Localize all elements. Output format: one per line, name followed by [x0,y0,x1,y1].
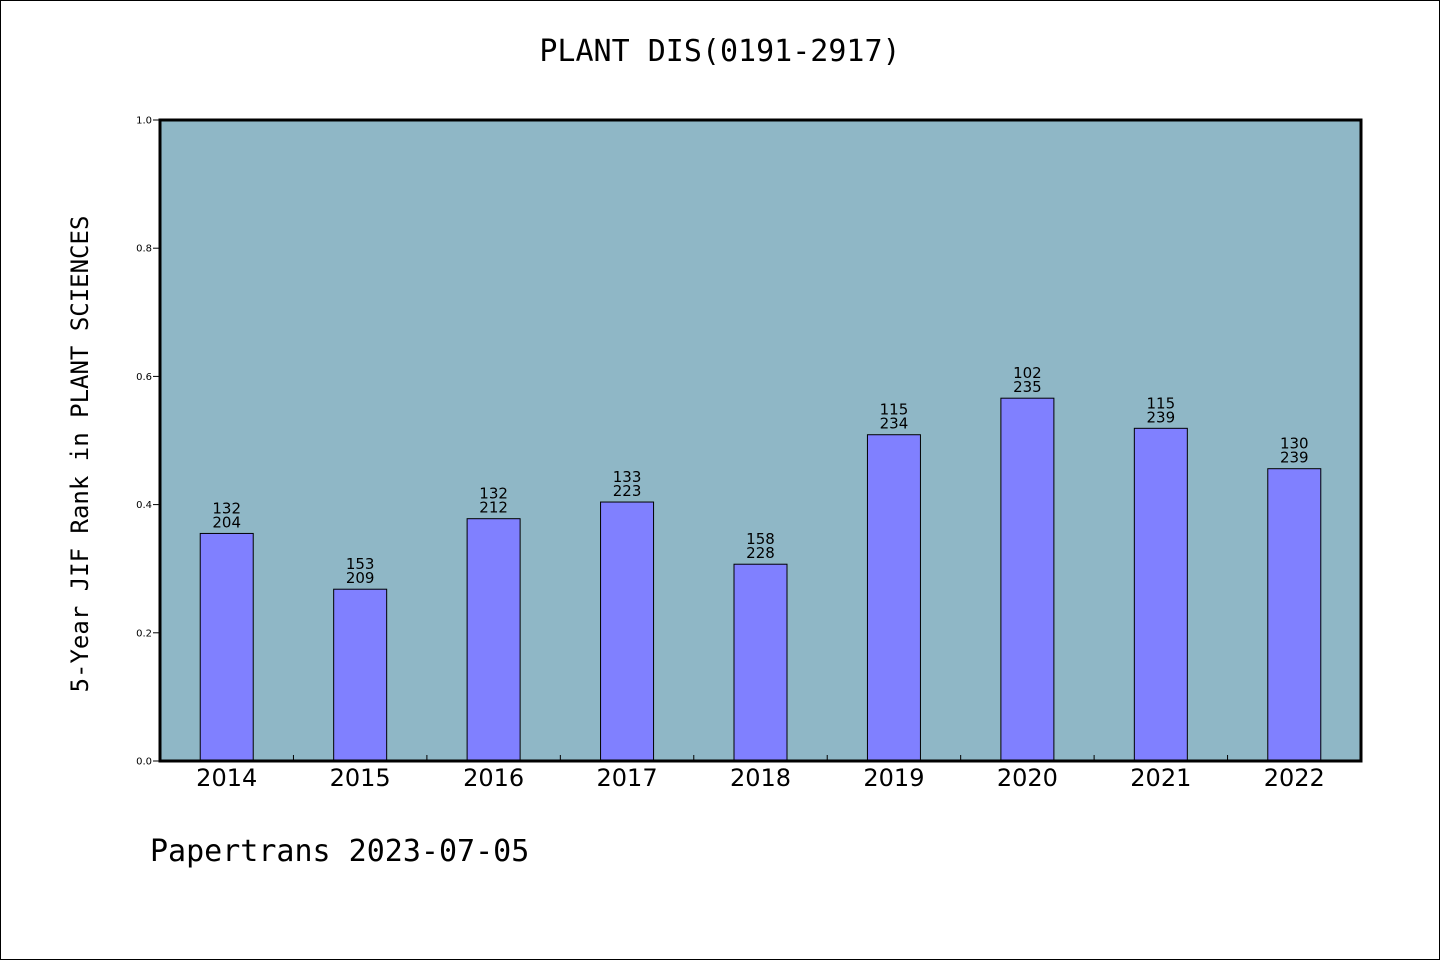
chart-title: PLANT DIS(0191-2917) [539,34,901,69]
y-tick-label: 0.8 [136,244,152,255]
bar-2020 [1000,397,1055,762]
y-tick-label: 0.4 [136,500,152,511]
bar-total-label: 212 [479,499,508,517]
bar-total-label: 204 [212,513,241,531]
bar-2014 [199,532,254,762]
y-tick-label: 0.0 [136,757,152,768]
bar-rank-label: 132 [479,485,508,503]
bar-rank-label: 158 [746,530,775,548]
x-tick-label: 2020 [997,764,1058,792]
bar-total-label: 239 [1280,449,1309,467]
x-tick-label: 2021 [1130,764,1191,792]
bar-total-label: 234 [880,415,909,433]
bar-2016 [466,518,521,762]
bar-2018 [733,563,788,762]
x-tick-label: 2018 [730,764,791,792]
x-tick-label: 2022 [1264,764,1325,792]
x-tick-label: 2019 [863,764,924,792]
bar-rank-label: 102 [1013,364,1042,382]
bar-2021 [1133,427,1188,762]
bar-total-label: 209 [346,569,375,587]
x-tick-label: 2014 [196,764,257,792]
plot-border [158,118,1363,763]
bar-2017 [600,501,655,762]
bar-total-label: 235 [1013,378,1042,396]
bar-rank-label: 153 [346,555,375,573]
bar-total-label: 239 [1147,408,1176,426]
bar-2019 [866,434,921,762]
x-tick-label: 2015 [330,764,391,792]
bar-rank-label: 115 [880,401,909,419]
bar-rank-label: 133 [613,468,642,486]
bar-2015 [333,588,388,762]
bar-2022 [1267,468,1322,762]
x-tick-label: 2017 [597,764,658,792]
bar-rank-label: 115 [1147,394,1176,412]
bar-rank-label: 130 [1280,435,1309,453]
y-tick-label: 1.0 [136,116,152,127]
footer-text: Papertrans 2023-07-05 [150,834,530,869]
x-tick-label: 2016 [463,764,524,792]
y-tick-label: 0.2 [136,628,152,639]
y-tick-label: 0.6 [136,372,152,383]
bar-total-label: 223 [613,482,642,500]
bar-total-label: 228 [746,544,775,562]
bar-rank-label: 132 [212,499,241,517]
